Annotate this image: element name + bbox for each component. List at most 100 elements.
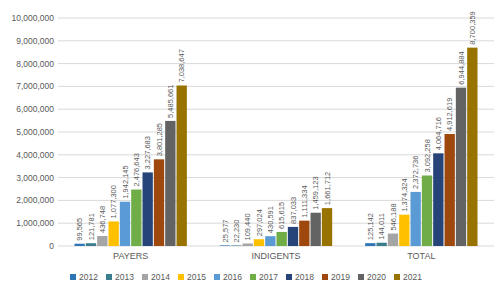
grid-line <box>58 86 494 87</box>
y-tick-label: 0 <box>49 241 54 251</box>
bar <box>143 172 153 246</box>
data-label: 99,565 <box>75 218 84 241</box>
data-label: 4,912,619 <box>445 98 454 131</box>
bar <box>265 236 275 246</box>
bar <box>86 243 96 246</box>
data-label: 1,459,123 <box>311 176 320 209</box>
data-label: 837,033 <box>289 197 298 224</box>
grid-line <box>58 132 494 133</box>
data-label: 615,615 <box>277 202 286 229</box>
bar <box>365 243 375 246</box>
legend-swatch <box>106 274 112 280</box>
legend-swatch <box>250 274 256 280</box>
legend-swatch <box>214 274 220 280</box>
bar <box>74 244 84 246</box>
legend-label: 2015 <box>187 272 206 282</box>
legend-swatch <box>142 274 148 280</box>
y-tick-label: 3,000,000 <box>16 173 54 183</box>
data-label: 436,748 <box>98 206 107 233</box>
data-label: 1,942,145 <box>121 165 130 198</box>
legend-swatch <box>322 274 328 280</box>
legend-swatch <box>178 274 184 280</box>
bar <box>388 234 398 246</box>
bar <box>242 244 252 246</box>
x-tick-label: INDIGENTS <box>251 251 300 261</box>
bar <box>399 215 409 246</box>
bar <box>220 245 230 246</box>
bar <box>277 232 287 246</box>
bars <box>74 48 477 246</box>
bar <box>467 48 477 246</box>
data-label: 7,038,647 <box>177 49 186 82</box>
legend-swatch <box>358 274 364 280</box>
data-label: 125,142 <box>366 213 375 240</box>
y-tick-label: 1,000,000 <box>16 218 54 228</box>
data-label: 5,485,661 <box>166 85 175 118</box>
bar <box>376 243 386 246</box>
bar <box>322 208 332 246</box>
data-label: 3,801,285 <box>155 123 164 156</box>
bar <box>299 221 309 246</box>
bar <box>177 86 187 246</box>
data-label: 1,077,300 <box>109 185 118 218</box>
data-label: 3,227,683 <box>143 136 152 169</box>
data-label: 1,374,324 <box>400 178 409 211</box>
bar <box>120 202 130 246</box>
data-label: 2,372,736 <box>411 156 420 189</box>
legend-swatch <box>286 274 292 280</box>
bar <box>165 121 175 246</box>
bar <box>231 245 241 246</box>
data-label: 4,064,716 <box>434 117 443 150</box>
bar <box>97 236 107 246</box>
y-tick-label: 9,000,000 <box>16 36 54 46</box>
bar <box>410 192 420 246</box>
x-tick-label: PAYERS <box>113 251 148 261</box>
y-tick-label: 7,000,000 <box>16 81 54 91</box>
y-tick-label: 8,000,000 <box>16 59 54 69</box>
legend-label: 2016 <box>223 272 242 282</box>
data-labels: 99,565 25,577 125,142 121,781 22,230 144,011 4… <box>75 11 477 242</box>
grid-line <box>58 109 494 110</box>
bar <box>288 227 298 246</box>
data-label: 25,577 <box>221 219 230 242</box>
bar <box>108 221 118 246</box>
legend-label: 2019 <box>331 272 350 282</box>
legend: 2012201320142015201620172018201920202021 <box>70 272 422 282</box>
data-label: 1,661,712 <box>323 172 332 205</box>
bar <box>154 159 164 246</box>
legend-label: 2021 <box>403 272 422 282</box>
chart: 01,000,0002,000,0003,000,0004,000,0005,0… <box>0 0 500 288</box>
data-label: 1,111,334 <box>300 185 309 217</box>
data-label: 121,781 <box>87 213 96 240</box>
legend-label: 2013 <box>115 272 134 282</box>
y-tick-label: 4,000,000 <box>16 150 54 160</box>
legend-label: 2017 <box>259 272 278 282</box>
x-tick-label: TOTAL <box>407 251 435 261</box>
data-label: 22,230 <box>232 220 241 243</box>
bar <box>433 153 443 246</box>
y-tick-label: 2,000,000 <box>16 195 54 205</box>
bar <box>311 213 321 246</box>
legend-swatch <box>394 274 400 280</box>
data-label: 3,092,258 <box>423 139 432 172</box>
y-tick-label: 10,000,000 <box>11 13 54 23</box>
legend-label: 2012 <box>79 272 98 282</box>
y-tick-label: 6,000,000 <box>16 104 54 114</box>
bar <box>254 239 264 246</box>
legend-label: 2014 <box>151 272 170 282</box>
data-label: 430,591 <box>266 206 275 233</box>
bar <box>445 134 455 246</box>
grid-line <box>58 63 494 64</box>
data-label: 109,440 <box>243 213 252 240</box>
grid-line <box>58 40 494 41</box>
data-label: 6,944,884 <box>457 51 466 84</box>
bar <box>422 175 432 246</box>
data-label: 144,011 <box>377 213 386 240</box>
data-label: 8,700,359 <box>468 11 477 44</box>
legend-swatch <box>70 274 76 280</box>
data-label: 546,188 <box>389 203 398 230</box>
legend-label: 2020 <box>367 272 386 282</box>
bar <box>131 190 141 246</box>
data-label: 2,476,643 <box>132 153 141 186</box>
grid <box>58 18 494 246</box>
